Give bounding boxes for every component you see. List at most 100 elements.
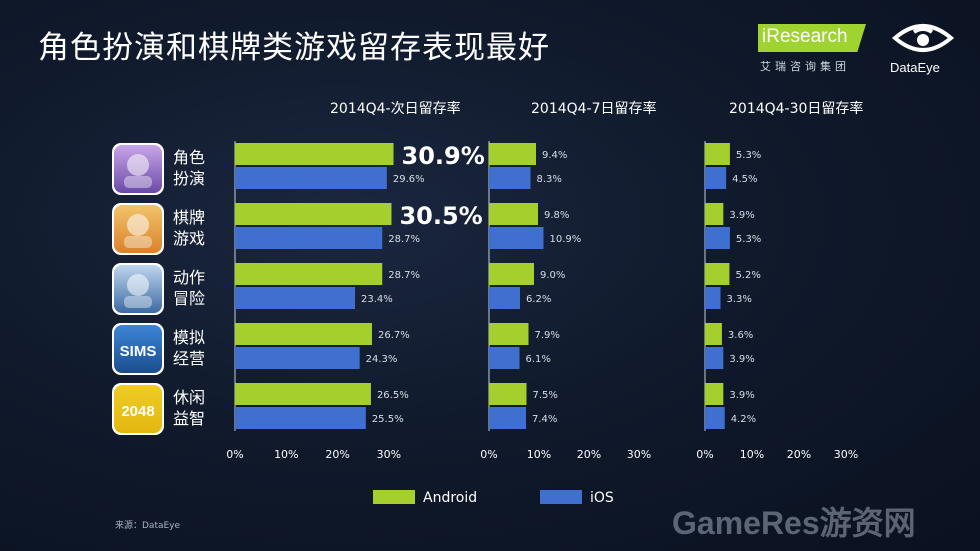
- data-label: 23.4%: [361, 294, 393, 305]
- legend-swatch: [540, 490, 582, 504]
- data-label: 26.5%: [377, 390, 409, 401]
- data-label: 5.2%: [735, 270, 760, 281]
- data-label: 7.9%: [535, 330, 560, 341]
- ios-bar: [705, 167, 727, 189]
- category-label: 动作: [173, 268, 205, 287]
- category-label: 益智: [173, 409, 205, 428]
- data-label: 9.8%: [544, 210, 569, 221]
- data-label: 4.2%: [731, 414, 756, 425]
- data-label: 8.3%: [537, 174, 562, 185]
- ios-bar: [705, 407, 725, 429]
- data-label: 3.9%: [729, 354, 754, 365]
- android-bar: [705, 143, 730, 165]
- ios-bar: [705, 347, 724, 369]
- android-bar: [489, 383, 527, 405]
- ios-bar: [235, 407, 366, 429]
- data-label: 26.7%: [378, 330, 410, 341]
- data-label: 7.5%: [533, 390, 558, 401]
- data-label: 28.7%: [388, 234, 420, 245]
- category-label: 模拟: [173, 328, 205, 347]
- iresearch-logo: iResearch 艾瑞咨询集团: [758, 18, 870, 76]
- panel-title: 2014Q4-7日留存率: [531, 100, 657, 117]
- data-label: 3.6%: [728, 330, 753, 341]
- data-label: 28.7%: [388, 270, 420, 281]
- ios-bar: [489, 167, 531, 189]
- sims-game-icon: SIMS: [112, 323, 164, 375]
- data-label: 3.9%: [729, 390, 754, 401]
- icon-figure: [127, 154, 149, 176]
- ios-bar: [705, 227, 730, 249]
- android-bar: [489, 143, 536, 165]
- x-tick-label: 20%: [577, 448, 601, 461]
- panel-title: 2014Q4-30日留存率: [729, 100, 863, 117]
- android-bar: [235, 203, 392, 225]
- category-label: 游戏: [173, 229, 205, 248]
- ios-bar: [235, 287, 356, 309]
- icon-label: 2048: [121, 403, 154, 420]
- x-tick-label: 10%: [527, 448, 551, 461]
- dataeye-logo-text: DataEye: [890, 60, 940, 75]
- card-game-icon: [112, 203, 164, 255]
- x-tick-label: 0%: [696, 448, 713, 461]
- iresearch-logo-subtitle: 艾瑞咨询集团: [760, 60, 850, 73]
- x-tick-label: 20%: [325, 448, 349, 461]
- android-bar: [235, 263, 383, 285]
- ios-bar: [705, 287, 721, 309]
- data-label: 9.0%: [540, 270, 565, 281]
- panel-title: 2014Q4-次日留存率: [330, 100, 461, 117]
- android-bar: [705, 323, 722, 345]
- category-label: 扮演: [173, 169, 205, 188]
- android-bar: [489, 323, 529, 345]
- x-tick-label: 30%: [834, 448, 858, 461]
- android-bar: [235, 383, 371, 405]
- icon-art: [114, 325, 162, 373]
- android-bar: [705, 383, 724, 405]
- dataeye-eye-icon: [892, 24, 954, 52]
- page-title: 角色扮演和棋牌类游戏留存表现最好: [38, 30, 550, 66]
- android-bar: [489, 203, 538, 225]
- x-tick-label: 20%: [787, 448, 811, 461]
- android-bar: [705, 203, 724, 225]
- 2048-game-icon: 2048: [112, 383, 164, 435]
- ios-bar: [235, 167, 387, 189]
- legend-label: Android: [423, 490, 477, 506]
- ios-bar: [489, 227, 544, 249]
- iresearch-logo-mark: [758, 24, 866, 52]
- dataeye-logo: DataEye: [888, 20, 958, 76]
- watermark: GameRes游资网: [672, 505, 916, 541]
- x-tick-label: 30%: [627, 448, 651, 461]
- action-game-icon: [112, 263, 164, 315]
- data-label: 10.9%: [550, 234, 582, 245]
- data-label: 5.3%: [736, 234, 761, 245]
- data-label: 3.3%: [727, 294, 752, 305]
- data-label: 5.3%: [736, 150, 761, 161]
- data-label: 6.2%: [526, 294, 551, 305]
- x-tick-label: 30%: [377, 448, 401, 461]
- icon-figure-body: [124, 296, 152, 308]
- ios-bar: [489, 347, 520, 369]
- android-bar: [705, 263, 730, 285]
- icon-label: SIMS: [120, 343, 157, 360]
- category-label: 休闲: [173, 388, 205, 407]
- data-label: 24.3%: [366, 354, 398, 365]
- android-bar: [235, 143, 394, 165]
- android-bar: [489, 263, 534, 285]
- icon-art: [114, 385, 162, 433]
- x-tick-label: 0%: [226, 448, 243, 461]
- data-label: 6.1%: [526, 354, 551, 365]
- data-label: 7.4%: [532, 414, 557, 425]
- rpg-game-icon: [112, 143, 164, 195]
- category-label: 经营: [173, 349, 205, 368]
- ios-bar: [489, 407, 526, 429]
- category-label: 角色: [173, 148, 205, 167]
- source-note: 来源：DataEye: [115, 521, 181, 531]
- ios-bar: [489, 287, 520, 309]
- iresearch-logo-text: iResearch: [762, 26, 848, 47]
- icon-figure-body: [124, 236, 152, 248]
- category-label: 冒险: [173, 289, 205, 308]
- data-label: 29.6%: [393, 174, 425, 185]
- data-label: 9.4%: [542, 150, 567, 161]
- data-label: 4.5%: [732, 174, 757, 185]
- data-label: 30.5%: [399, 202, 482, 230]
